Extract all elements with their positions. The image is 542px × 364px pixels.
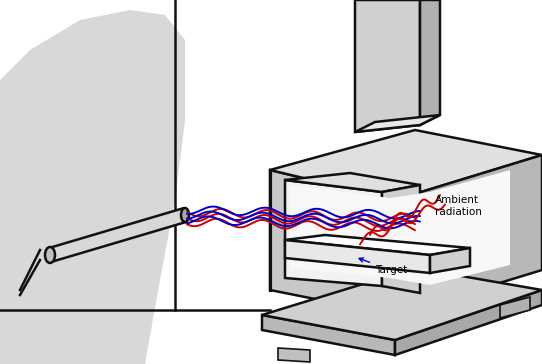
- Polygon shape: [290, 170, 510, 285]
- Polygon shape: [395, 155, 542, 315]
- Text: Target: Target: [359, 258, 407, 275]
- Polygon shape: [500, 297, 530, 318]
- Polygon shape: [285, 173, 420, 192]
- Polygon shape: [355, 115, 440, 132]
- Polygon shape: [0, 10, 185, 364]
- Polygon shape: [285, 180, 382, 286]
- Polygon shape: [285, 235, 470, 255]
- Ellipse shape: [181, 208, 189, 222]
- Polygon shape: [382, 185, 420, 293]
- Ellipse shape: [45, 247, 55, 263]
- Polygon shape: [278, 348, 310, 362]
- Polygon shape: [48, 208, 187, 262]
- Polygon shape: [262, 315, 395, 355]
- Polygon shape: [270, 130, 542, 200]
- Polygon shape: [395, 290, 542, 355]
- Text: Ambient
radiation: Ambient radiation: [435, 195, 482, 217]
- Polygon shape: [262, 268, 542, 340]
- Polygon shape: [430, 248, 470, 273]
- Polygon shape: [355, 0, 420, 132]
- Polygon shape: [270, 170, 395, 315]
- Polygon shape: [420, 0, 440, 125]
- Polygon shape: [285, 240, 430, 273]
